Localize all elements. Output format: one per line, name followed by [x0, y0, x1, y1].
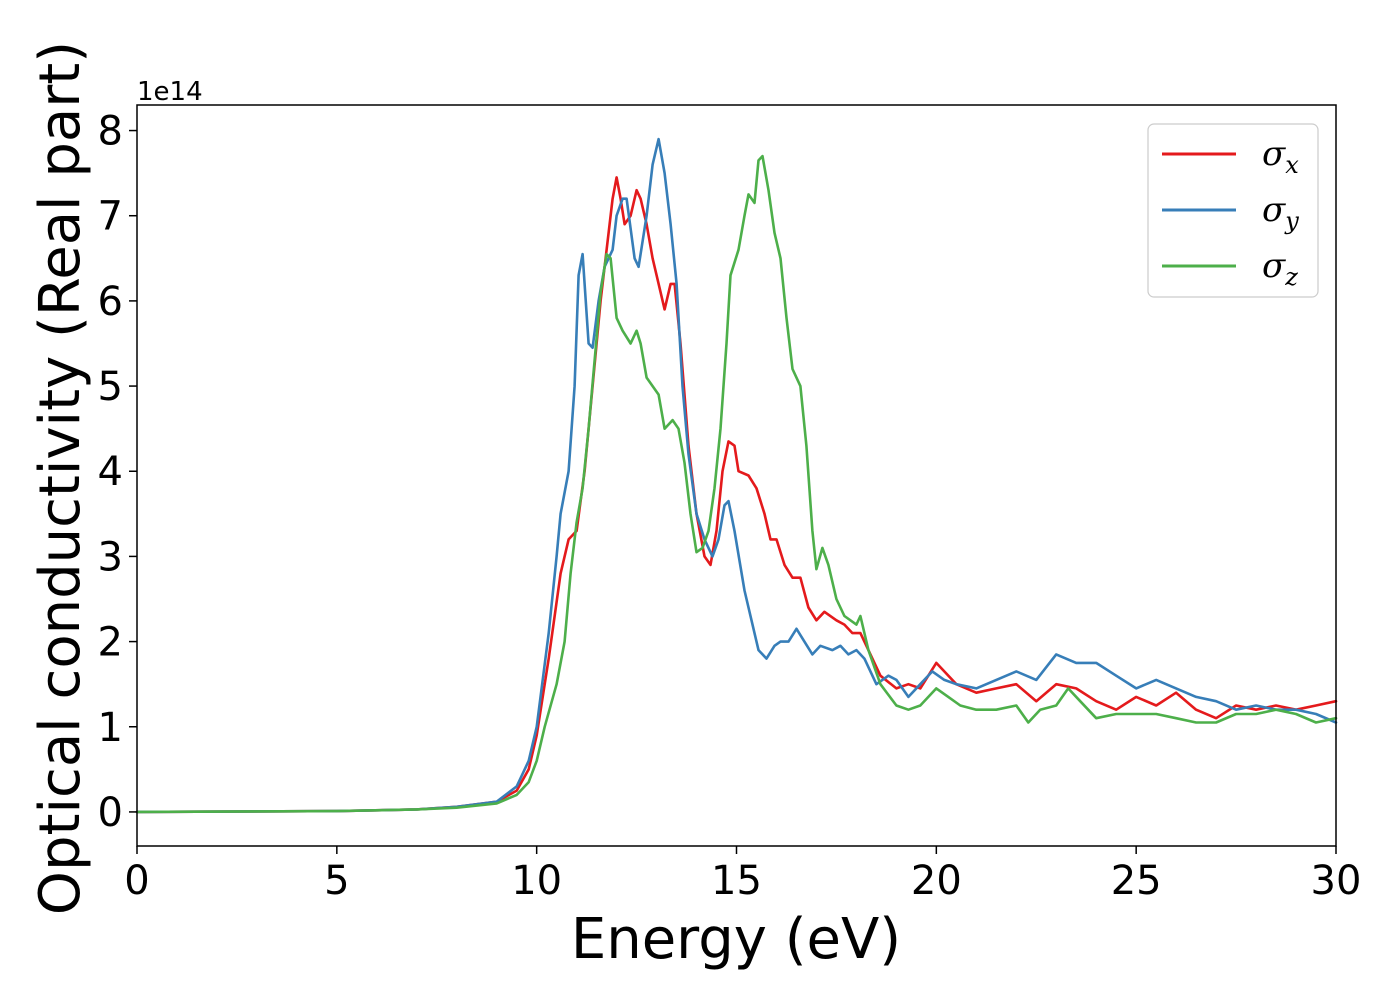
legend-label-z: σz: [1262, 246, 1298, 291]
x-tick-label: 30: [1311, 858, 1362, 904]
y-tick-label: 6: [98, 279, 123, 325]
series-line-z: [135, 154, 1338, 814]
x-tick-label: 20: [911, 858, 962, 904]
x-tick-label: 5: [324, 858, 349, 904]
x-tick-label: 15: [711, 858, 762, 904]
y-tick-label: 1: [98, 705, 123, 751]
y-tick-label: 8: [98, 109, 123, 155]
y-tick-label: 2: [98, 620, 123, 666]
legend-label-x: σx: [1262, 134, 1299, 179]
y-tick-label: 5: [98, 364, 123, 410]
legend: σx σy σz: [1147, 123, 1319, 298]
y-axis-title: Optical conductivity (Real part): [28, 41, 93, 915]
plot-background: [137, 105, 1336, 846]
y-tick-label: 7: [98, 194, 123, 240]
legend-label-y: σy: [1262, 190, 1299, 235]
x-tick-label: 0: [124, 858, 149, 904]
x-tick-label: 25: [1111, 858, 1162, 904]
y-tick-label: 4: [98, 449, 123, 495]
series-layer: [135, 137, 1338, 814]
y-tick-label: 0: [98, 790, 123, 836]
y-tick-label: 3: [98, 534, 123, 580]
x-axis: 0 5 10 15 20 25 30: [124, 846, 1361, 904]
series-line-y: [135, 137, 1338, 814]
x-tick-label: 10: [511, 858, 562, 904]
y-axis: 0 1 2 3 4 5 6 7 8: [98, 109, 137, 836]
x-axis-title: Energy (eV): [571, 907, 901, 972]
y-offset-label: 1e14: [137, 77, 203, 107]
